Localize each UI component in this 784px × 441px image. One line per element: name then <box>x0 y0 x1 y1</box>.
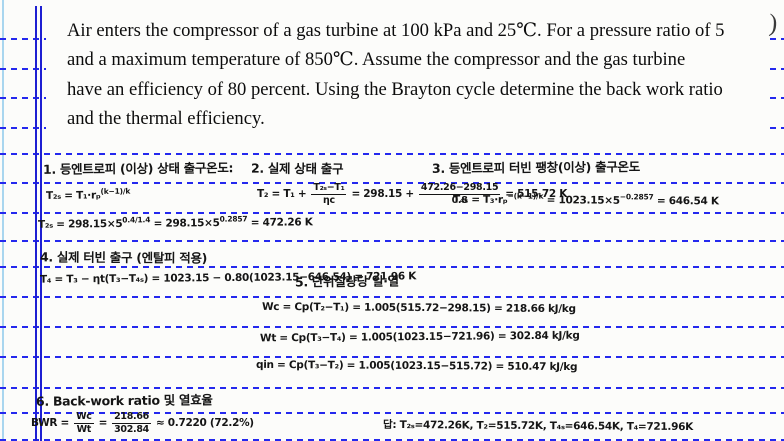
note-back-work-ratio: BWR = Wc Wt = 218.66 302.84 ≈ 0.7220 (72… <box>31 412 254 435</box>
ruled-line <box>0 211 784 214</box>
formula-text: T₂ₛ = T₁·rₚ <box>45 189 101 202</box>
formula-text: = 472.26 K <box>250 216 313 229</box>
fraction: T₂ₛ−T₁ ηc <box>311 182 347 206</box>
note-compressor-work: Wc = Cp(T₂−T₁) = 1.005(515.72−298.15) = … <box>261 300 576 316</box>
note-step1-formula: T₂ₛ = T₁·rₚ(k−1)/k <box>46 187 130 202</box>
formula-exponent: −0.2857 <box>619 192 654 202</box>
fraction-denominator: 302.84 <box>114 423 149 435</box>
problem-line: and the thermal efficiency. <box>67 108 265 130</box>
fraction-numerator: Wc <box>74 411 94 424</box>
ruled-line <box>0 326 784 328</box>
formula-text: ≈ 0.7220 (72.2%) <box>155 417 254 430</box>
formula-exponent: (k−1)/k <box>100 186 131 196</box>
fraction-denominator: ηc <box>323 194 335 206</box>
note-step1-title: 1. 등엔트로피 (이상) 상태 출구온도: <box>42 160 234 177</box>
margin-line <box>35 6 37 441</box>
ruled-line <box>0 439 784 441</box>
ruled-line <box>0 265 784 268</box>
formula-text: T₂ = T₁ + <box>257 188 307 201</box>
note-step2-formula: T₂ = T₁ + T₂ₛ−T₁ ηc = 298.15 + 472.26−29… <box>257 183 567 206</box>
formula-text: = 646.54 K <box>656 194 719 208</box>
note-step6-title: 6. Back-work ratio 및 열효율 <box>35 392 213 409</box>
note-step4-title: 4. 실제 터빈 출구 (엔탈피 적용) <box>39 249 208 266</box>
problem-statement: Air enters the compressor of a gas turbi… <box>46 5 768 146</box>
fraction-numerator: 472.26−298.15 <box>418 182 501 195</box>
ruled-line <box>0 152 784 155</box>
problem-line: and a maximum temperature of 850℃. Assum… <box>67 49 686 71</box>
formula-text: = 515.72 K <box>505 188 568 201</box>
ruled-line <box>0 386 784 389</box>
formula-exponent: −(k−1)/k <box>507 191 544 201</box>
formula-text: BWR = <box>31 417 70 430</box>
ruled-line <box>0 356 784 358</box>
formula-text: = 1023.15×5 <box>546 194 620 207</box>
fraction-numerator: T₂ₛ−T₁ <box>311 182 347 195</box>
note-answer-summary: 답: T₂ₛ=472.26K, T₂=515.72K, T₄ₛ=646.54K,… <box>382 418 694 434</box>
note-step3-formula: T₄ₛ = T₃·rₚ−(k−1)/k = 1023.15×5−0.2857 =… <box>453 191 719 207</box>
formula-text: = <box>98 417 108 430</box>
formula-text: T₄ₛ = T₃·rₚ <box>452 193 508 206</box>
formula-text: T₂ₛ = 298.15×5 <box>37 217 123 231</box>
page-edge-line <box>2 0 4 441</box>
note-step3-title: 3. 등엔트로피 터빈 팽창(이상) 출구온도 <box>431 159 640 176</box>
margin-line <box>40 6 42 441</box>
ruled-line <box>0 182 784 184</box>
note-step2-title: 2. 실제 상태 출구 <box>250 160 344 177</box>
problem-line: Air enters the compressor of a gas turbi… <box>67 20 725 41</box>
formula-text: = 298.15×5 <box>153 217 220 230</box>
fraction-denominator: Wt <box>76 423 92 435</box>
fraction: 218.66 302.84 <box>112 412 151 435</box>
note-step1-calculation: T₂ₛ = 298.15×50.4/1.4 = 298.15×50.2857 =… <box>37 214 313 231</box>
problem-line: have an efficiency of 80 percent. Using … <box>67 78 723 100</box>
formula-exponent: 0.4/1.4 <box>122 215 151 225</box>
fraction-denominator: 0.8 <box>451 194 468 206</box>
ruled-line <box>0 296 784 298</box>
formula-text: = 298.15 + <box>351 188 414 201</box>
stray-pen-mark: ) <box>768 9 779 38</box>
fraction: Wc Wt <box>74 412 94 435</box>
ruled-line <box>0 412 784 414</box>
note-turbine-work: Wt = Cp(T₃−T₄) = 1.005(1023.15−721.96) =… <box>259 329 580 345</box>
formula-exponent: 0.2857 <box>219 214 248 224</box>
fraction: 472.26−298.15 0.8 <box>418 182 501 206</box>
note-heat-input: qin = Cp(T₃−T₂) = 1.005(1023.15−515.72) … <box>255 358 578 374</box>
fraction-numerator: 218.66 <box>112 411 151 424</box>
note-step5-title: 5. 단위질량당 일·열 <box>294 273 399 290</box>
ruled-line <box>0 240 784 242</box>
problem-text: Air enters the compressor of a gas turbi… <box>46 5 768 134</box>
